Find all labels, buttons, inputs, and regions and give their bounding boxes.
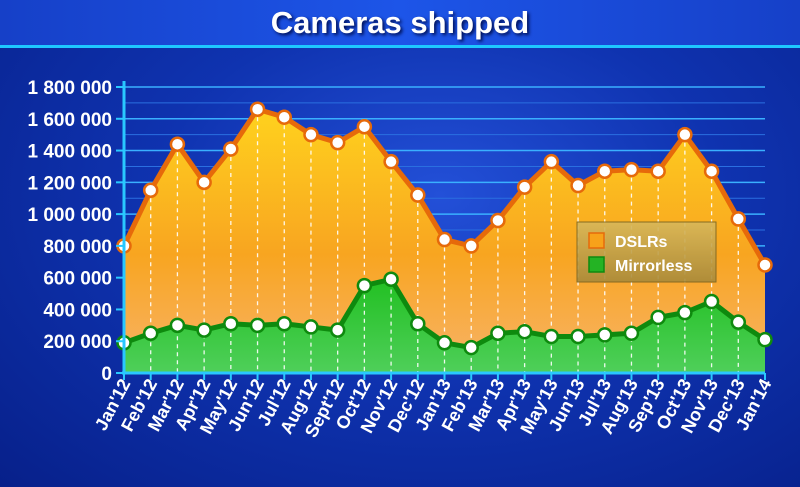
point-mirrorless bbox=[650, 309, 666, 326]
point-mirrorless bbox=[570, 328, 586, 345]
point-dslrs bbox=[223, 141, 239, 157]
legend-swatch-dslrs bbox=[588, 232, 605, 249]
legend-label-dslrs: DSLRs bbox=[615, 234, 668, 251]
point-dslrs bbox=[623, 161, 640, 178]
point-dslrs bbox=[410, 187, 426, 203]
point-dslrs bbox=[436, 231, 453, 248]
point-mirrorless bbox=[276, 315, 292, 332]
point-mirrorless bbox=[410, 315, 426, 332]
y-tick-label: 1 000 000 bbox=[27, 205, 112, 226]
point-mirrorless bbox=[383, 271, 399, 288]
y-tick-label: 400 000 bbox=[43, 300, 112, 321]
point-mirrorless bbox=[543, 328, 560, 345]
y-tick-label: 600 000 bbox=[43, 269, 112, 290]
point-mirrorless bbox=[356, 277, 373, 294]
point-dslrs bbox=[329, 134, 346, 151]
point-mirrorless bbox=[516, 323, 533, 340]
point-mirrorless bbox=[490, 325, 506, 342]
point-dslrs bbox=[463, 238, 479, 254]
point-dslrs bbox=[196, 174, 212, 191]
point-dslrs bbox=[169, 136, 186, 152]
point-dslrs bbox=[597, 163, 613, 179]
x-axis-ticks: Jan'12Feb'12Mar'12Apr'12May'12Jun'12Jul'… bbox=[91, 375, 776, 440]
point-mirrorless bbox=[677, 304, 693, 321]
point-dslrs bbox=[570, 177, 586, 194]
y-tick-label: 1 800 000 bbox=[27, 78, 112, 99]
point-mirrorless bbox=[757, 331, 773, 348]
point-mirrorless bbox=[303, 319, 319, 335]
legend-label-mirrorless: Mirrorless bbox=[615, 258, 692, 275]
point-dslrs bbox=[543, 153, 560, 170]
point-dslrs bbox=[249, 101, 266, 117]
point-mirrorless bbox=[169, 317, 186, 334]
legend-swatch-mirrorless bbox=[588, 256, 605, 273]
point-dslrs bbox=[677, 126, 693, 143]
point-mirrorless bbox=[703, 293, 720, 310]
legend: DSLRs Mirrorless bbox=[576, 221, 717, 283]
point-mirrorless bbox=[142, 325, 159, 342]
y-tick-label: 0 bbox=[101, 364, 112, 385]
y-tick-label: 1 200 000 bbox=[27, 173, 112, 194]
point-dslrs bbox=[516, 179, 533, 195]
point-mirrorless bbox=[730, 314, 747, 330]
point-mirrorless bbox=[196, 322, 212, 338]
chart-title: Cameras shipped bbox=[0, 0, 800, 48]
point-dslrs bbox=[703, 163, 720, 179]
point-dslrs bbox=[650, 163, 666, 179]
y-tick-label: 800 000 bbox=[43, 237, 112, 258]
y-tick-label: 1 600 000 bbox=[27, 110, 112, 131]
y-axis-ticks: 0 200 000 400 000 600 000 800 000 1 000 000 1 … bbox=[27, 78, 112, 385]
point-mirrorless bbox=[623, 325, 640, 342]
point-dslrs bbox=[142, 182, 159, 199]
point-dslrs bbox=[383, 153, 399, 170]
point-mirrorless bbox=[597, 327, 613, 343]
point-dslrs bbox=[757, 257, 773, 273]
point-mirrorless bbox=[223, 315, 239, 332]
point-mirrorless bbox=[329, 322, 346, 338]
point-mirrorless bbox=[249, 317, 266, 334]
axes bbox=[116, 81, 766, 380]
point-mirrorless bbox=[436, 335, 453, 351]
point-dslrs bbox=[303, 126, 319, 143]
y-tick-label: 200 000 bbox=[43, 332, 112, 353]
y-tick-label: 1 400 000 bbox=[27, 142, 112, 163]
point-dslrs bbox=[356, 118, 373, 135]
series-points bbox=[116, 101, 773, 356]
point-dslrs bbox=[730, 211, 747, 227]
point-dslrs bbox=[490, 212, 506, 229]
point-dslrs bbox=[276, 109, 292, 125]
point-mirrorless bbox=[463, 339, 479, 356]
